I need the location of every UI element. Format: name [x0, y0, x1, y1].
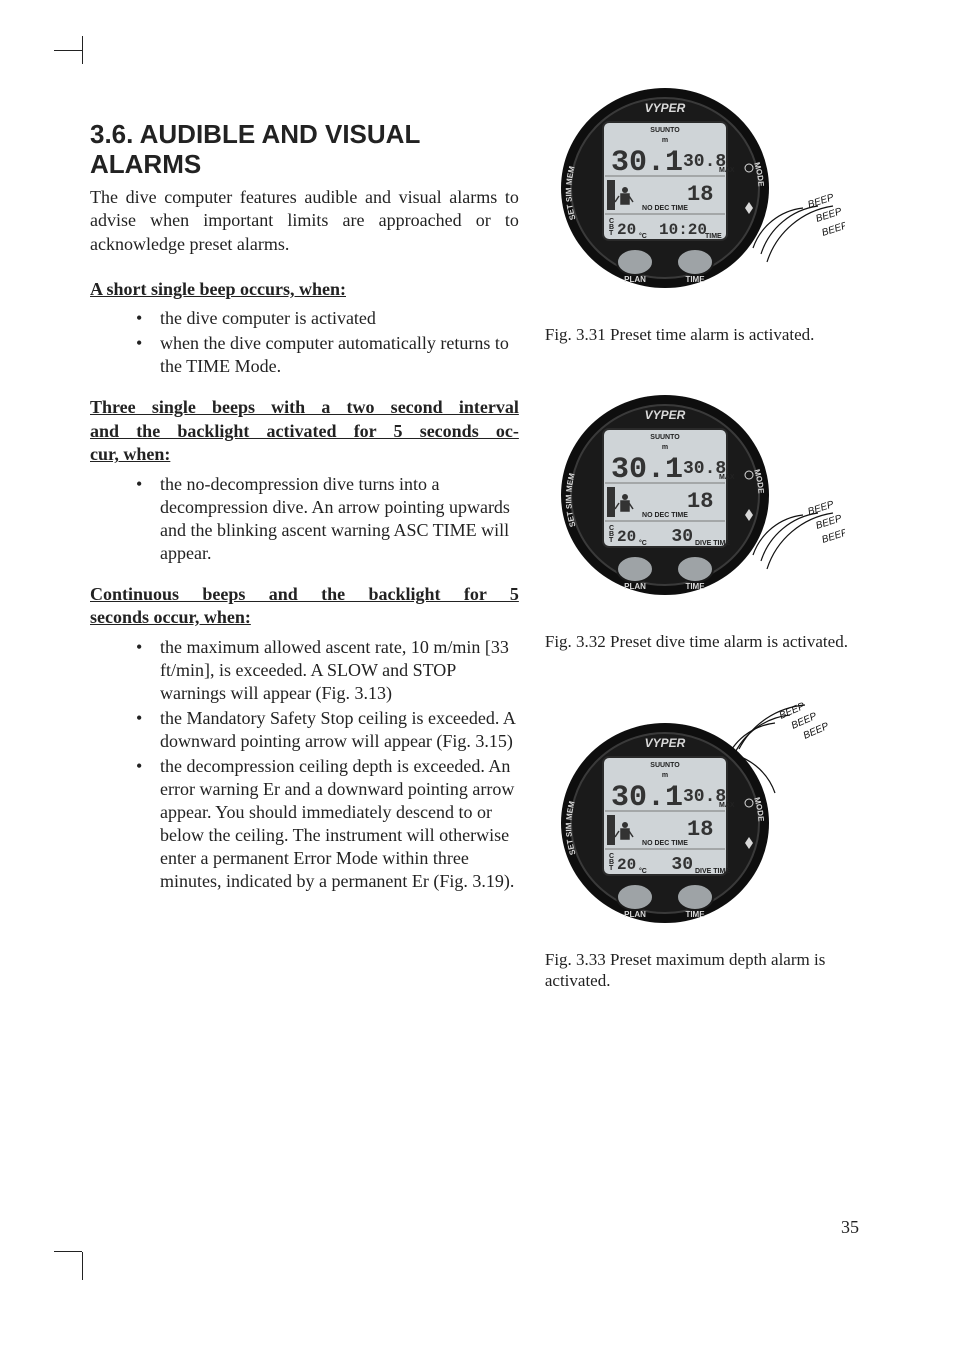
svg-text:30.1: 30.1 [611, 146, 683, 180]
svg-text:m: m [662, 772, 668, 779]
svg-text:30: 30 [671, 527, 693, 547]
list-item: the decompression ceiling depth is ex­ce… [136, 755, 519, 893]
svg-text:T: T [609, 537, 614, 544]
list-item: when the dive computer automatically ret… [136, 332, 519, 378]
list-1: the dive computer is activated when the … [90, 307, 519, 378]
svg-text:TIME: TIME [705, 233, 722, 240]
svg-text:MAX: MAX [719, 167, 735, 174]
figure-3-33: BEEP BEEP BEEP VYPER SUUNTO m 30.1 30.8 … [545, 693, 864, 992]
list-3: the maximum allowed ascent rate, 10 m/mi… [90, 636, 519, 893]
svg-text:m: m [662, 137, 668, 144]
figure-3-32: BEEP BEEP BEEP VYPER SUUNTO m 30.1 30.8 … [545, 385, 864, 652]
svg-text:TIME: TIME [685, 275, 705, 284]
svg-text:20: 20 [617, 528, 636, 546]
svg-text:VYPER: VYPER [645, 408, 686, 422]
svg-text:10:20: 10:20 [659, 221, 707, 239]
figure-3-31: BEEP BEEP BEEP VYPER SUUNTO m [545, 78, 864, 345]
list-item: the no-decompression dive turns into a d… [136, 473, 519, 565]
subhead-3-line1: Continuous beeps and the backlight for 5 [90, 583, 519, 606]
svg-text:°C: °C [639, 867, 647, 875]
dive-computer-svg: BEEP BEEP BEEP VYPER SUUNTO m [545, 78, 845, 318]
svg-text:SUUNTO: SUUNTO [650, 434, 680, 441]
cropmark [54, 50, 82, 51]
svg-text:PLAN: PLAN [624, 910, 646, 919]
list-item: the Mandatory Safety Stop ceiling is exc… [136, 707, 519, 753]
svg-text:SUUNTO: SUUNTO [650, 127, 680, 134]
svg-text:TIME: TIME [685, 582, 705, 591]
svg-text:m: m [662, 444, 668, 451]
svg-text:MAX: MAX [719, 474, 735, 481]
svg-text:30.1: 30.1 [611, 453, 683, 487]
svg-text:30: 30 [671, 855, 693, 875]
svg-text:BEEP: BEEP [820, 220, 844, 239]
figure-caption: Fig. 3.31 Preset time alarm is activated… [545, 324, 864, 345]
figure-caption: Fig. 3.32 Preset dive time alarm is acti… [545, 631, 864, 652]
page-number: 35 [841, 1217, 859, 1238]
svg-text:BEEP: BEEP [820, 527, 844, 546]
svg-text:PLAN: PLAN [624, 582, 646, 591]
svg-text:20: 20 [617, 856, 636, 874]
subhead-2-line2: and the backlight activated for 5 second… [90, 420, 519, 443]
svg-text:NO DEC TIME: NO DEC TIME [642, 512, 688, 519]
svg-text:SUUNTO: SUUNTO [650, 762, 680, 769]
subhead-3-line2: seconds occur, when: [90, 606, 519, 629]
cropmark [82, 1252, 83, 1280]
svg-text:NO DEC TIME: NO DEC TIME [642, 840, 688, 847]
subhead-2-line3: cur, when: [90, 443, 519, 466]
svg-text:18: 18 [687, 817, 713, 842]
subhead-1: A short single beep occurs, when: [90, 278, 519, 301]
svg-text:VYPER: VYPER [645, 736, 686, 750]
svg-text:T: T [609, 865, 614, 872]
svg-text:T: T [609, 230, 614, 237]
svg-text:°C: °C [639, 232, 647, 240]
svg-text:PLAN: PLAN [624, 275, 646, 284]
watch-body: VYPER SUUNTO m 30.1 30.8 MAX 18 NO DEC T… [561, 88, 769, 288]
svg-text:°C: °C [639, 539, 647, 547]
list-2: the no-decompression dive turns into a d… [90, 473, 519, 565]
svg-text:20: 20 [617, 221, 636, 239]
cropmark [82, 36, 83, 64]
section-heading: 3.6. AUDIBLE AND VISUAL ALARMS [90, 120, 519, 180]
svg-text:30.1: 30.1 [611, 781, 683, 815]
dive-computer-svg: BEEP BEEP BEEP VYPER SUUNTO m 30.1 30.8 … [545, 385, 845, 625]
list-item: the dive computer is activated [136, 307, 519, 330]
dive-computer-svg: BEEP BEEP BEEP VYPER SUUNTO m 30.1 30.8 … [545, 693, 845, 943]
svg-text:18: 18 [687, 182, 713, 207]
svg-text:18: 18 [687, 489, 713, 514]
list-item: the maximum allowed ascent rate, 10 m/mi… [136, 636, 519, 705]
svg-text:TIME: TIME [685, 910, 705, 919]
svg-text:MAX: MAX [719, 802, 735, 809]
intro-paragraph: The dive computer features audible and v… [90, 186, 519, 256]
svg-text:NO DEC TIME: NO DEC TIME [642, 205, 688, 212]
svg-text:DIVE TIME: DIVE TIME [695, 540, 730, 547]
svg-text:DIVE TIME: DIVE TIME [695, 868, 730, 875]
svg-text:VYPER: VYPER [645, 101, 686, 115]
figure-caption: Fig. 3.33 Preset maximum depth alarm is … [545, 949, 864, 992]
subhead-2-line1: Three single beeps with a two second int… [90, 396, 519, 419]
cropmark [54, 1251, 82, 1252]
